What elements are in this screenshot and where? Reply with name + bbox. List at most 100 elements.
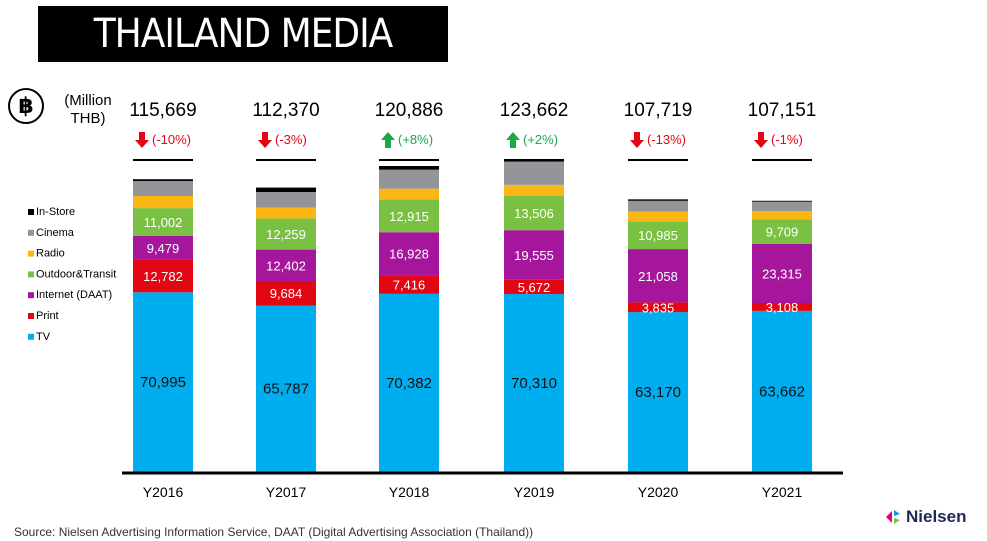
bar-segment-print-y2019	[504, 279, 564, 295]
bar-segment-radio-y2021	[752, 211, 812, 220]
data-label-outdoor-transit-y2018: 12,915	[389, 209, 429, 224]
data-label-tv-y2020: 63,170	[635, 384, 681, 401]
data-label-internet-daat-y2017: 12,402	[266, 258, 306, 273]
total-label-y2016: 115,669	[129, 100, 196, 121]
bar-segment-cinema-y2018	[379, 169, 439, 189]
bar-segment-outdoor-transit-y2017	[256, 218, 316, 250]
total-label-y2020: 107,719	[624, 100, 693, 121]
bar-segment-radio-y2017	[256, 207, 316, 219]
bar-segment-in-store-y2017	[256, 187, 316, 192]
data-label-print-y2021: 3,108	[766, 300, 799, 315]
bar-segment-tv-y2019	[504, 294, 564, 472]
legend-swatch-radio	[28, 250, 34, 257]
growth-label-y2017: (-3%)	[275, 132, 307, 147]
data-label-tv-y2021: 63,662	[759, 383, 805, 400]
x-tick-label-y2019: Y2019	[514, 484, 555, 500]
data-label-outdoor-transit-y2021: 9,709	[766, 225, 799, 240]
nielsen-logo-text: Nielsen	[906, 507, 967, 526]
bar-segment-internet-daat-y2021	[752, 243, 812, 303]
bar-segment-cinema-y2020	[628, 200, 688, 212]
bar-segment-internet-daat-y2018	[379, 232, 439, 276]
legend-swatch-print	[28, 313, 34, 319]
bar-top-cap-y2017	[256, 159, 316, 161]
x-tick-label-y2017: Y2017	[266, 484, 307, 500]
bar-segment-internet-daat-y2020	[628, 249, 688, 303]
x-axis: Y2016 Y2017 Y2018 Y2019 Y2020 Y2021	[122, 471, 843, 500]
legend-swatch-tv	[28, 333, 34, 340]
down-arrow-icon-y2020	[630, 132, 644, 148]
legend-swatch-internet-daat	[28, 292, 34, 299]
bar-segment-in-store-y2018	[379, 166, 439, 170]
bar-segment-tv-y2016	[133, 292, 193, 472]
down-arrow-icon-y2016	[135, 132, 149, 148]
bar-segment-in-store-y2020	[628, 199, 688, 201]
data-label-tv-y2019: 70,310	[511, 375, 557, 392]
data-label-print-y2020: 3,835	[642, 300, 675, 315]
bar-segment-in-store-y2016	[133, 179, 193, 182]
bar-segment-print-y2018	[379, 275, 439, 294]
data-label-internet-daat-y2018: 16,928	[389, 247, 429, 262]
legend-label-in-store: In-Store	[36, 206, 75, 218]
bar-top-cap-y2016	[133, 159, 193, 161]
data-label-outdoor-transit-y2020: 10,985	[638, 228, 678, 243]
growth-label-y2020: (-13%)	[647, 132, 686, 147]
legend-label-internet-daat: Internet (DAAT)	[36, 289, 112, 301]
up-arrow-icon-y2019	[506, 132, 520, 148]
bar-segment-cinema-y2019	[504, 161, 564, 185]
unit-label: (Million THB)	[64, 92, 112, 127]
up-arrow-icon-y2018	[381, 132, 395, 148]
legend-swatch-outdoor-transit	[28, 271, 34, 278]
bar-top-cap-y2018	[379, 159, 439, 161]
bar-segment-radio-y2018	[379, 188, 439, 200]
data-label-outdoor-transit-y2019: 13,506	[514, 206, 554, 221]
down-arrow-icon-y2021	[754, 132, 768, 148]
legend-label-cinema: Cinema	[36, 227, 75, 239]
data-label-internet-daat-y2016: 9,479	[147, 241, 180, 256]
legend-label-print: Print	[36, 310, 59, 322]
data-label-print-y2019: 5,672	[518, 280, 551, 295]
bar-segment-outdoor-transit-y2020	[628, 221, 688, 250]
bar-segment-radio-y2019	[504, 184, 564, 197]
growth-label-y2016: (-10%)	[152, 132, 191, 147]
growth-label-y2018: (+8%)	[398, 132, 433, 147]
x-tick-label-y2021: Y2021	[762, 484, 803, 500]
data-label-internet-daat-y2021: 23,315	[762, 266, 802, 281]
bar-segment-outdoor-transit-y2016	[133, 208, 193, 236]
bar-segment-cinema-y2021	[752, 201, 812, 212]
legend-label-outdoor-transit: Outdoor&Transit	[36, 268, 116, 280]
bar-segment-tv-y2017	[256, 305, 316, 472]
data-label-outdoor-transit-y2016: 11,002	[144, 215, 183, 230]
page-title: THAILAND MEDIA SPENDING	[38, 6, 448, 113]
growth-label-y2019: (+2%)	[523, 132, 558, 147]
data-label-print-y2017: 9,684	[270, 286, 303, 301]
bar-segment-outdoor-transit-y2021	[752, 219, 812, 244]
nielsen-logo-icon	[886, 510, 900, 524]
x-tick-label-y2020: Y2020	[638, 484, 679, 500]
total-label-y2018: 120,886	[375, 100, 444, 121]
bar-segment-outdoor-transit-y2018	[379, 199, 439, 233]
bar-segment-tv-y2020	[628, 312, 688, 472]
data-label-internet-daat-y2019: 19,555	[514, 248, 554, 263]
data-label-tv-y2018: 70,382	[386, 375, 432, 392]
bar-segment-print-y2017	[256, 280, 316, 306]
bar-segment-radio-y2016	[133, 195, 193, 209]
bar-top-cap-y2021	[752, 159, 812, 161]
down-arrow-icon-y2017	[258, 132, 272, 148]
data-label-tv-y2016: 70,995	[140, 374, 186, 391]
data-label-internet-daat-y2020: 21,058	[638, 269, 678, 284]
legend-label-radio: Radio	[36, 248, 65, 260]
legend-label-tv: TV	[36, 331, 51, 343]
bar-top-cap-y2020	[628, 159, 688, 161]
bar-segment-print-y2020	[628, 302, 688, 313]
legend: In-Store Cinema Radio Outdoor&Transit Intern…	[28, 206, 116, 343]
bar-segment-print-y2021	[752, 303, 812, 311]
x-tick-label-y2016: Y2016	[143, 484, 184, 500]
bar-segment-tv-y2021	[752, 310, 812, 472]
x-tick-label-y2018: Y2018	[389, 484, 430, 500]
bar-segment-cinema-y2016	[133, 181, 193, 196]
legend-swatch-in-store	[28, 209, 34, 215]
bar-segment-internet-daat-y2016	[133, 235, 193, 260]
bar-segment-internet-daat-y2019	[504, 230, 564, 280]
bar-segment-tv-y2018	[379, 293, 439, 472]
